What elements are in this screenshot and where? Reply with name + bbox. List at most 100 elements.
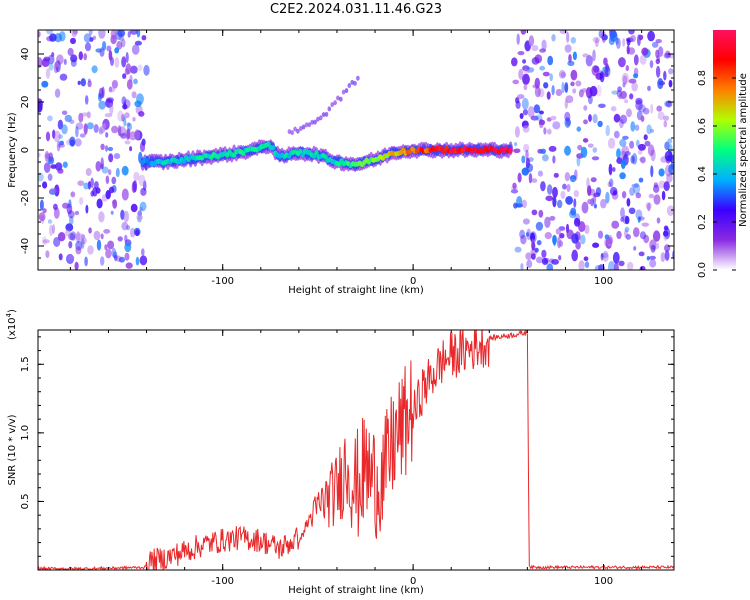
noise-blob: [83, 33, 92, 43]
noise-blob: [544, 216, 551, 228]
noise-blob: [124, 252, 130, 261]
spectrogram-y-axis-label: Frequency (Hz): [7, 112, 18, 188]
noise-blob: [649, 255, 656, 260]
noise-blob: [635, 209, 643, 220]
branch-point: [321, 112, 326, 118]
noise-blob: [103, 229, 111, 234]
noise-blob: [622, 75, 628, 85]
noise-blob: [534, 247, 539, 253]
noise-blob: [86, 111, 91, 119]
noise-blob: [70, 37, 76, 45]
noise-blob: [53, 207, 60, 219]
noise-blob: [666, 173, 673, 183]
noise-blob: [54, 33, 62, 43]
noise-blob: [522, 218, 530, 225]
noise-blob: [535, 221, 544, 231]
noise-blob: [570, 69, 578, 81]
noise-blob: [651, 41, 659, 48]
noise-blob: [595, 187, 602, 196]
noise-blob: [519, 113, 524, 119]
noise-blob: [48, 152, 54, 163]
noise-blob: [93, 124, 99, 133]
noise-blob: [566, 31, 570, 43]
noise-blob: [666, 205, 674, 216]
noise-blob: [638, 34, 644, 41]
noise-blob: [541, 249, 547, 258]
noise-blob: [543, 82, 549, 89]
noise-blob: [654, 242, 660, 250]
colorbar-label: Normalized spectral amplitude: [738, 73, 749, 227]
noise-blob: [634, 124, 640, 131]
colorbar-ticks: 0.0 0.2 0.4 0.6 0.8: [697, 70, 736, 278]
noise-blob: [630, 155, 635, 164]
noise-blob: [624, 226, 630, 233]
noise-blob: [618, 260, 625, 267]
noise-blob: [105, 132, 109, 138]
colorbar-tick-label: 0.8: [697, 70, 708, 86]
noise-blob: [515, 100, 521, 109]
noise-blob: [108, 169, 112, 176]
noise-blob: [633, 54, 639, 66]
noise-blob: [617, 86, 622, 93]
noise-blob: [62, 161, 68, 168]
noise-blob: [655, 58, 660, 65]
noise-blob: [49, 188, 57, 195]
spectrogram-x-tick-label: 100: [594, 276, 613, 287]
noise-blob: [642, 107, 650, 115]
noise-blob: [111, 79, 118, 89]
noise-blob: [106, 45, 112, 52]
colorbar-gradient: [713, 30, 736, 270]
noise-blob: [129, 30, 138, 35]
noise-blob: [528, 35, 535, 47]
noise-blob: [619, 172, 626, 180]
noise-blob: [589, 85, 598, 97]
noise-blob: [650, 103, 654, 114]
noise-blob: [622, 38, 626, 47]
noise-blob: [95, 48, 103, 53]
noise-blob: [622, 215, 629, 225]
noise-blob: [530, 232, 535, 242]
noise-blob: [98, 100, 106, 110]
noise-blob: [630, 35, 636, 43]
noise-blob: [44, 150, 50, 163]
noise-blob: [51, 52, 55, 58]
noise-blob: [138, 111, 145, 117]
noise-blob: [621, 191, 627, 199]
noise-blob: [67, 47, 74, 56]
snr-series-line: [38, 330, 674, 570]
noise-blob: [655, 49, 660, 59]
noise-blob: [552, 121, 561, 130]
snr-x-axis-label: Height of straight line (km): [288, 585, 424, 596]
noise-blob: [125, 63, 132, 75]
noise-blob: [590, 177, 597, 183]
noise-blob: [52, 129, 56, 139]
noise-blob: [588, 94, 593, 105]
noise-blob: [135, 256, 140, 266]
noise-blob: [619, 114, 628, 125]
noise-blob: [555, 88, 563, 97]
noise-blob: [53, 203, 58, 211]
noise-blob: [141, 248, 145, 256]
noise-blob: [130, 203, 138, 213]
noise-blob: [108, 186, 115, 194]
noise-blob: [70, 54, 78, 63]
noise-blob: [611, 90, 619, 95]
noise-blob: [124, 140, 131, 145]
noise-blob: [65, 223, 74, 232]
noise-blob: [668, 79, 673, 88]
branch-point: [313, 119, 317, 125]
noise-blob: [562, 183, 567, 190]
noise-blob: [618, 93, 623, 100]
branch-point: [333, 100, 337, 106]
noise-blob: [61, 110, 68, 116]
noise-blob: [112, 199, 118, 209]
noise-blob: [560, 190, 566, 199]
noise-blob: [569, 175, 577, 183]
noise-blob: [637, 149, 643, 155]
noise-blob: [70, 191, 76, 198]
noise-blob: [649, 60, 654, 69]
noise-blob: [611, 220, 620, 229]
noise-blob: [87, 245, 94, 255]
noise-blob: [641, 47, 649, 56]
branch-point: [296, 128, 300, 134]
